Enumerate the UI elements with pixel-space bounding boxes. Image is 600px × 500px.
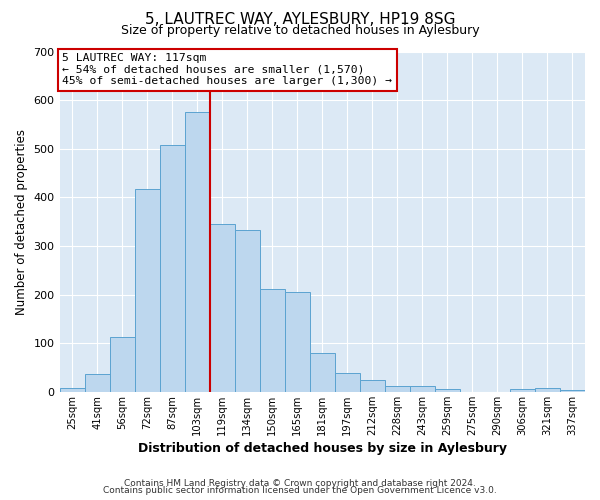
Bar <box>110 338 134 392</box>
Text: Contains public sector information licensed under the Open Government Licence v3: Contains public sector information licen… <box>103 486 497 495</box>
Bar <box>435 390 460 392</box>
Bar <box>385 386 410 392</box>
Bar <box>285 292 310 392</box>
Bar <box>235 230 260 392</box>
Text: 5, LAUTREC WAY, AYLESBURY, HP19 8SG: 5, LAUTREC WAY, AYLESBURY, HP19 8SG <box>145 12 455 28</box>
Bar <box>410 386 435 392</box>
Bar <box>209 224 235 392</box>
Text: Contains HM Land Registry data © Crown copyright and database right 2024.: Contains HM Land Registry data © Crown c… <box>124 478 476 488</box>
Bar <box>160 145 185 392</box>
Bar <box>310 353 335 392</box>
Y-axis label: Number of detached properties: Number of detached properties <box>15 128 28 314</box>
Bar <box>510 389 535 392</box>
Bar <box>59 388 85 392</box>
Bar <box>134 189 160 392</box>
Bar <box>260 290 285 392</box>
X-axis label: Distribution of detached houses by size in Aylesbury: Distribution of detached houses by size … <box>138 442 507 455</box>
Bar <box>185 112 209 392</box>
Text: Size of property relative to detached houses in Aylesbury: Size of property relative to detached ho… <box>121 24 479 37</box>
Bar <box>85 374 110 392</box>
Text: 5 LAUTREC WAY: 117sqm
← 54% of detached houses are smaller (1,570)
45% of semi-d: 5 LAUTREC WAY: 117sqm ← 54% of detached … <box>62 53 392 86</box>
Bar <box>535 388 560 392</box>
Bar <box>560 390 585 392</box>
Bar <box>335 373 360 392</box>
Bar <box>360 380 385 392</box>
